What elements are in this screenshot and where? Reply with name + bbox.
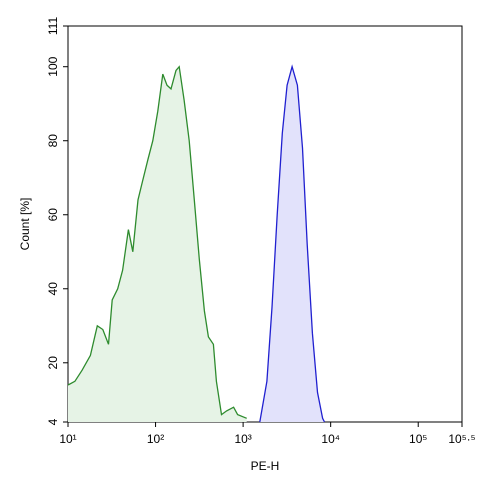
x-tick-label: 10² <box>147 432 164 446</box>
x-tick-label: 10³ <box>234 432 251 446</box>
histogram-line <box>68 65 247 419</box>
y-tick-label: 40 <box>46 282 60 296</box>
histogram-line <box>259 64 326 422</box>
y-tick-label: 80 <box>46 134 60 148</box>
y-tick-label: 4 <box>46 418 60 425</box>
y-tick-label: 20 <box>46 356 60 370</box>
x-tick-label: 10¹ <box>59 432 76 446</box>
area-fill <box>68 66 247 422</box>
x-axis-label: PE-H <box>251 459 280 473</box>
y-axis-label: Count [%] <box>18 198 32 251</box>
y-tick-label: 111 <box>46 17 60 36</box>
x-tick-label: 10⁴ <box>321 432 340 446</box>
x-tick-label: 10⁵·⁵ <box>448 432 475 446</box>
y-tick-label: 100 <box>46 56 60 76</box>
x-tick-label: 10⁵ <box>409 432 427 446</box>
area-fill <box>259 66 325 422</box>
y-tick-label: 60 <box>46 208 60 222</box>
